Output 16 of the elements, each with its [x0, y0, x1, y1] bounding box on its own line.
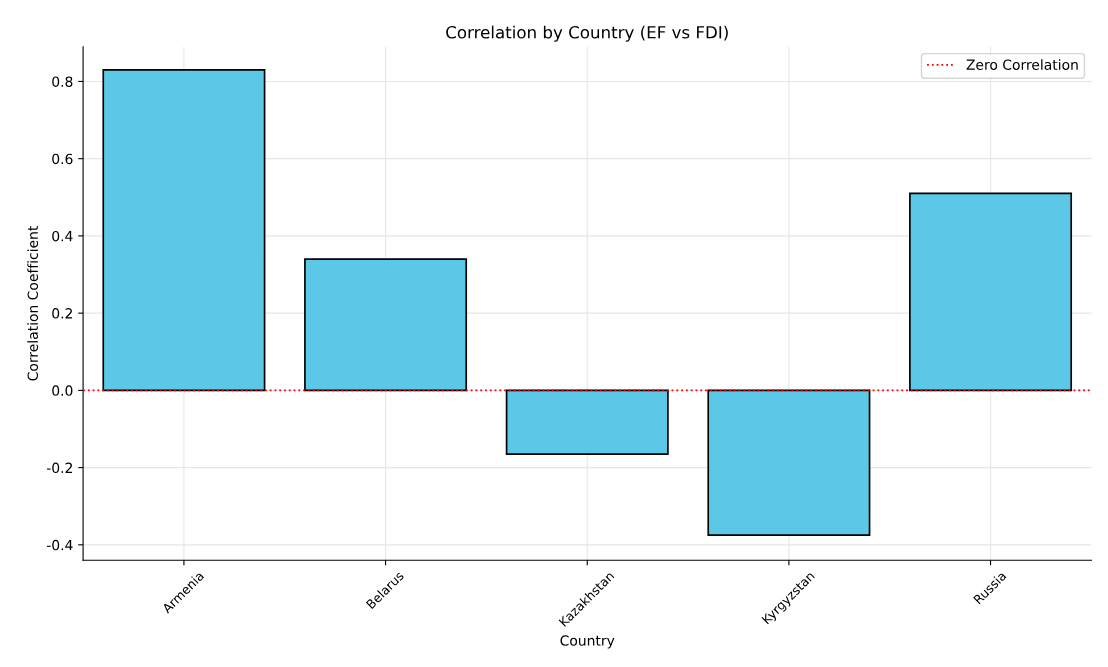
bar: [304, 258, 468, 392]
y-axis-title: Correlation Coefficient: [27, 225, 39, 381]
y-tick-label: 0.2: [52, 308, 72, 319]
y-tick-label: 0.8: [52, 76, 73, 87]
y-tick-label: 0.4: [52, 230, 73, 242]
y-tick-label: 0.0: [52, 385, 73, 396]
y-tick-label: 0.6: [52, 153, 73, 165]
bar: [707, 389, 871, 537]
chart-title: Correlation by Country (EF vs FDI): [446, 25, 728, 42]
bar: [909, 192, 1073, 392]
legend-label: Zero Correlation: [966, 59, 1078, 70]
bar: [505, 389, 669, 455]
x-axis-title: Country: [560, 635, 615, 649]
bar: [102, 69, 266, 392]
y-tick-label: -0.2: [46, 462, 72, 474]
y-tick-label: -0.4: [46, 539, 73, 551]
